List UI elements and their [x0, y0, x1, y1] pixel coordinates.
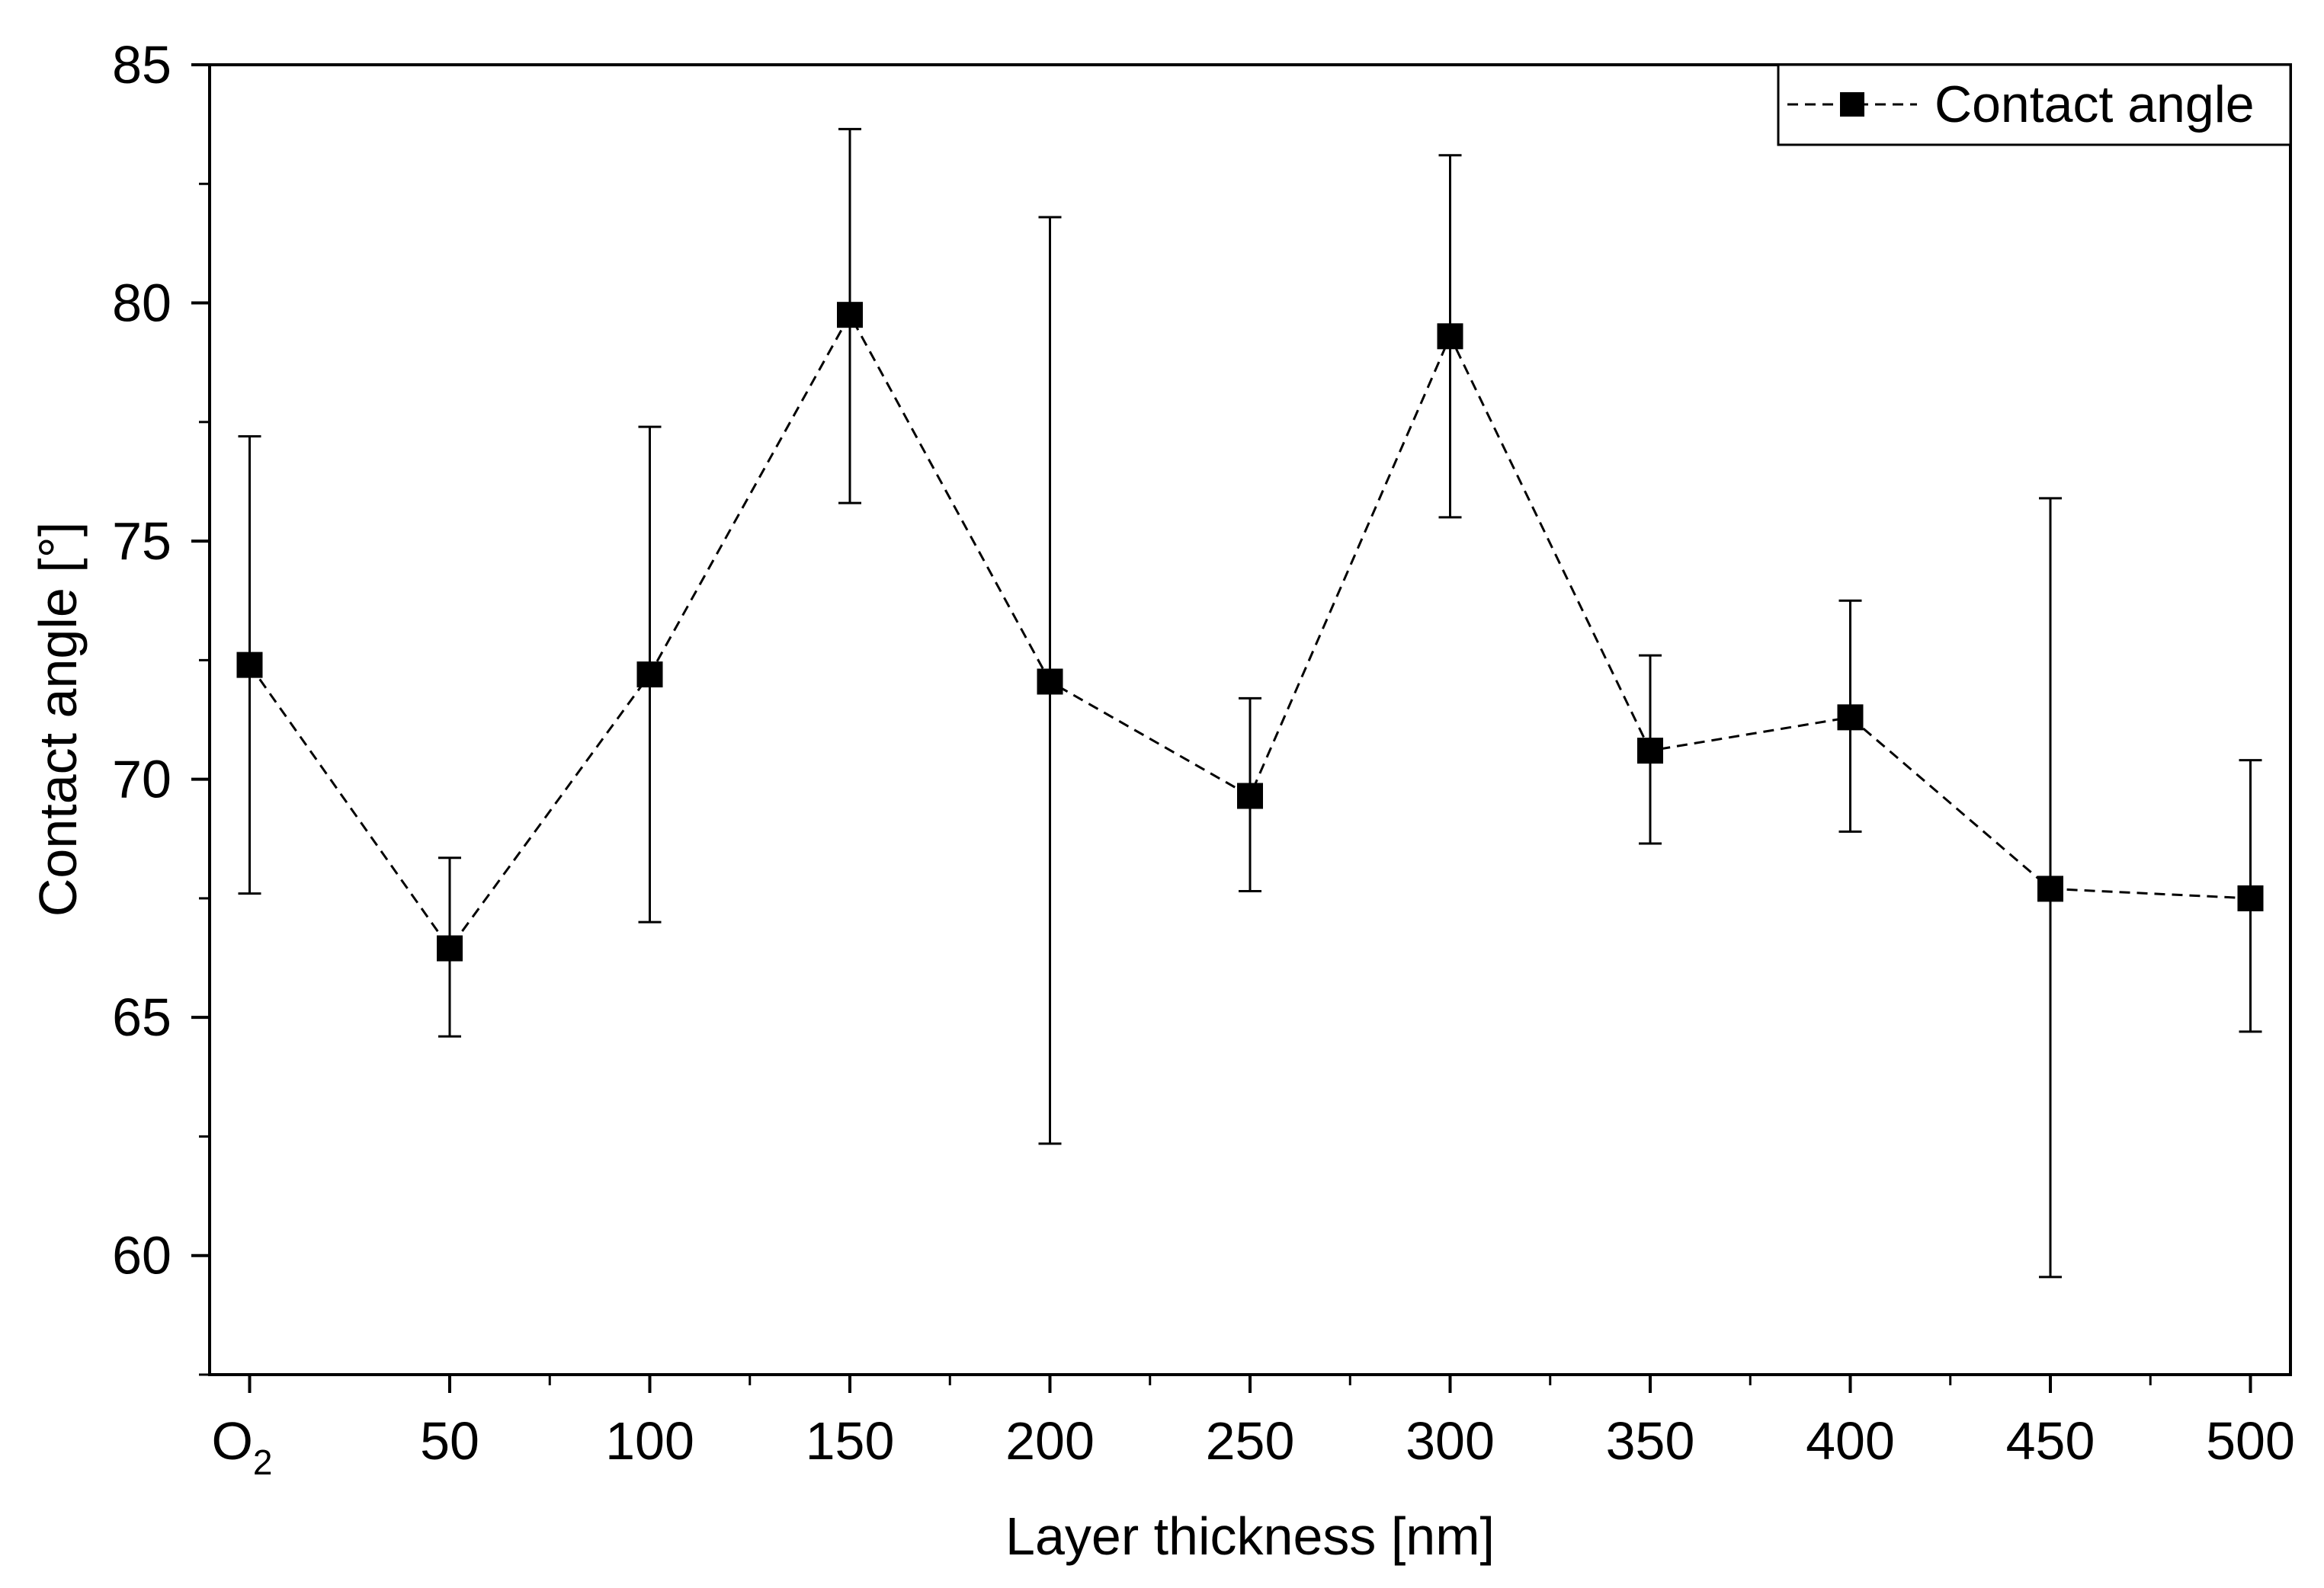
x-tick-label: 250: [1206, 1411, 1295, 1471]
x-tick-label: 350: [1606, 1411, 1695, 1471]
axes-layer: O2 50 100 150 200 250 300 350 400 450 500606570758…: [112, 35, 2295, 1482]
data-point: [1437, 323, 1463, 350]
x-tick-label: 100: [605, 1411, 694, 1471]
data-point: [636, 661, 663, 688]
y-axis-label: Contact angle [°]: [28, 522, 88, 917]
data-point: [1037, 668, 1063, 695]
data-point: [1237, 783, 1263, 809]
x-axis-label: Layer thickness [nm]: [1005, 1506, 1495, 1566]
plot-frame: [208, 63, 2292, 1376]
legend-marker: [1840, 92, 1864, 117]
data-point: [1637, 738, 1663, 764]
x-tick-label: 450: [2006, 1411, 2095, 1471]
x-tick-label: 500: [2206, 1411, 2295, 1471]
y-tick-label: 75: [112, 511, 171, 571]
y-tick-label: 60: [112, 1226, 171, 1285]
y-tick-label: 80: [112, 274, 171, 333]
x-tick-label: 50: [420, 1411, 479, 1471]
x-tick-label: 300: [1406, 1411, 1495, 1471]
data-point: [437, 935, 463, 962]
x-tick-label: 150: [806, 1411, 895, 1471]
x-tick-label-subscript: 2: [253, 1442, 273, 1482]
data-point: [1837, 704, 1864, 731]
x-tick-label: 200: [1005, 1411, 1095, 1471]
legend: Contact angle: [1777, 63, 2292, 146]
y-tick-label: 65: [112, 988, 171, 1047]
legend-label: Contact angle: [1935, 75, 2255, 133]
data-point: [2237, 885, 2264, 911]
x-tick-label: 400: [1806, 1411, 1895, 1471]
data-point: [236, 652, 263, 678]
y-tick-label: 70: [112, 750, 171, 809]
y-tick-label: 85: [112, 35, 171, 94]
data-point: [2037, 876, 2063, 902]
data-point: [837, 302, 863, 328]
series-layer: [236, 127, 2264, 1279]
